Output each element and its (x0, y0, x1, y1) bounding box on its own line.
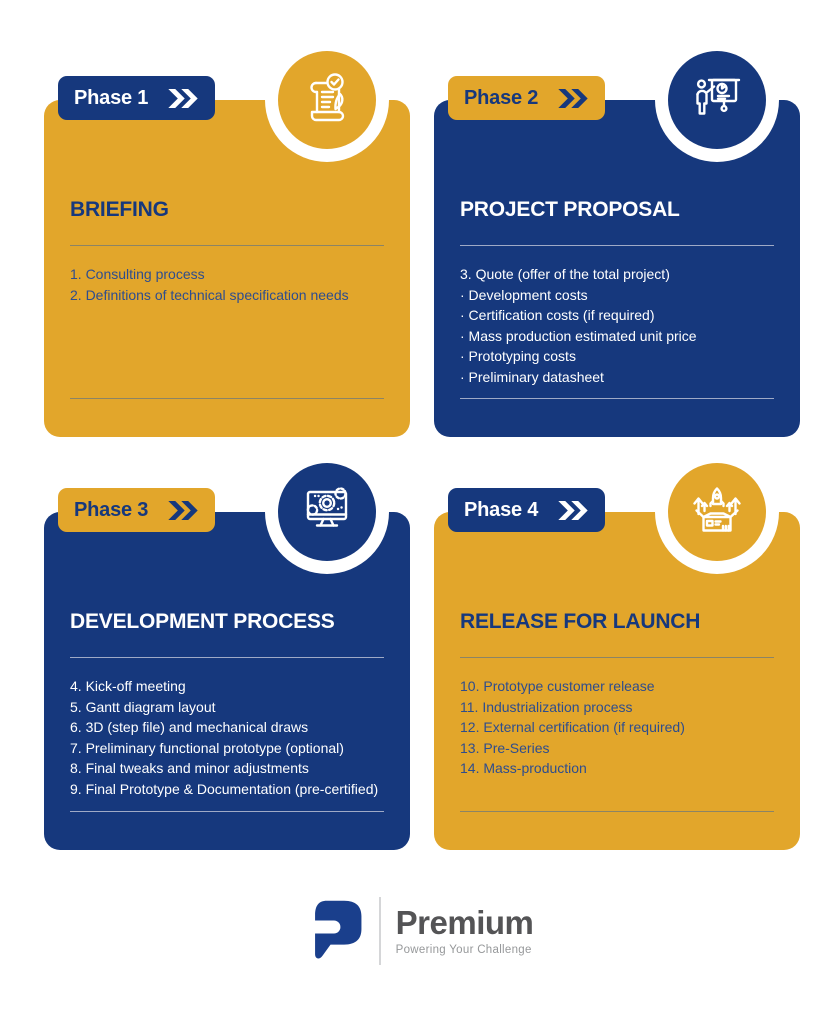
premium-logo-icon (304, 900, 362, 959)
list-item: 4. Kick-off meeting (70, 678, 186, 694)
phase-4-card: Phase 4 RELEASE FOR LAUNCH (434, 463, 800, 850)
phase-4-label: Phase 4 (464, 498, 539, 521)
divider (70, 811, 384, 812)
list-item: 10. Prototype customer release (460, 678, 655, 694)
phase-4-badge: Phase 4 (448, 488, 605, 532)
phase-4-icon-circle (668, 463, 766, 561)
double-chevron-icon (558, 500, 588, 520)
phase-1-card: Phase 1 BRIEFING 1. Consulting process 2… (44, 51, 410, 437)
phase-2-badge: Phase 2 (448, 76, 605, 120)
phase-3-icon-circle (278, 463, 376, 561)
list-item: · Mass production estimated unit price (460, 327, 697, 344)
monitor-gear-icon (306, 487, 348, 527)
list-item: · Certification costs (if required) (460, 307, 655, 324)
double-chevron-icon (168, 88, 198, 108)
brand-divider (378, 897, 381, 965)
list-item: 8. Final tweaks and minor adjustments (70, 760, 309, 777)
phase-1-badge: Phase 1 (58, 76, 215, 120)
list-item: 6. 3D (step file) and mechanical draws (70, 719, 309, 736)
divider (70, 657, 384, 658)
divider (70, 245, 384, 246)
phase-2-item-list: 3. Quote (offer of the total project) · … (460, 264, 774, 388)
divider (460, 657, 774, 658)
list-item: 13. Pre-Series (460, 739, 550, 756)
list-item: · Prototyping costs (460, 348, 576, 365)
brand-tagline: Powering Your Challenge (395, 943, 532, 956)
phase-2-icon-circle (668, 51, 766, 149)
document-check-icon (310, 73, 345, 122)
presentation-icon (696, 78, 741, 115)
phase-3-label: Phase 3 (74, 498, 149, 521)
divider (460, 245, 774, 246)
brand-name: Premium (395, 904, 534, 942)
divider (460, 398, 774, 399)
list-item: 3. Quote (offer of the total project) (460, 266, 670, 282)
phase-4-title: RELEASE FOR LAUNCH (460, 610, 701, 633)
phase-4-item-list: 10. Prototype customer release 11. Indus… (460, 676, 774, 779)
divider (460, 811, 774, 812)
phase-1-label: Phase 1 (74, 86, 149, 109)
list-item: · Preliminary datasheet (460, 368, 604, 385)
phase-2-title: PROJECT PROPOSAL (460, 198, 680, 221)
list-item: 5. Gantt diagram layout (70, 698, 216, 715)
list-item: 9. Final Prototype & Documentation (pre-… (70, 780, 379, 797)
phase-1-icon-circle (278, 51, 376, 149)
phase-3-badge: Phase 3 (58, 488, 215, 532)
list-item: 2. Definitions of technical specificatio… (70, 286, 349, 303)
list-item: 11. Industrialization process (460, 698, 633, 715)
phase-3-title: DEVELOPMENT PROCESS (70, 610, 335, 633)
list-item: 12. External certification (if required) (460, 719, 685, 736)
divider (70, 398, 384, 399)
double-chevron-icon (168, 500, 198, 520)
phase-1-title: BRIEFING (70, 198, 169, 221)
list-item: · Development costs (460, 286, 588, 303)
brand-footer: Premium Powering Your Challenge (0, 897, 835, 965)
launch-box-icon (693, 487, 741, 532)
phase-3-card: Phase 3 DEVELOPMENT PROCESS 4. Kick-off … (44, 463, 410, 850)
phase-1-item-list: 1. Consulting process 2. Definitions of … (70, 264, 384, 305)
phase-2-label: Phase 2 (464, 86, 539, 109)
list-item: 1. Consulting process (70, 266, 205, 282)
double-chevron-icon (558, 88, 588, 108)
list-item: 7. Preliminary functional prototype (opt… (70, 739, 344, 756)
phase-2-card: Phase 2 PROJECT PROPOSAL 3. Quote (offer… (434, 51, 800, 437)
list-item: 14. Mass-production (460, 760, 587, 777)
phase-3-item-list: 4. Kick-off meeting 5. Gantt diagram lay… (70, 676, 384, 800)
